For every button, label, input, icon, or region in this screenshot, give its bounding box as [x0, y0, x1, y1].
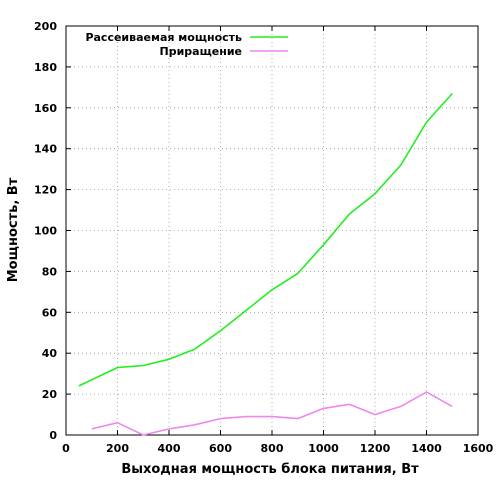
legend-label-0: Рассеиваемая мощность: [85, 31, 242, 44]
y-tick-label: 160: [34, 102, 57, 115]
y-tick-label: 0: [49, 429, 57, 442]
y-tick-label: 200: [34, 20, 57, 33]
legend-label-1: Приращение: [160, 45, 242, 58]
y-tick-label: 180: [34, 61, 57, 74]
y-axis-label: Мощность, Вт: [6, 177, 21, 282]
x-tick-label: 800: [261, 442, 284, 455]
y-tick-label: 60: [42, 306, 58, 319]
y-tick-label: 20: [42, 388, 58, 401]
series-line-1: [91, 391, 453, 436]
y-tick-label: 100: [34, 225, 57, 238]
y-tick-label: 140: [34, 143, 57, 156]
y-tick-label: 80: [42, 265, 58, 278]
x-tick-label: 0: [62, 442, 70, 455]
x-tick-label: 1000: [308, 442, 339, 455]
x-tick-label: 600: [209, 442, 232, 455]
x-tick-label: 1200: [360, 442, 391, 455]
y-tick-label: 120: [34, 184, 57, 197]
x-axis-label: Выходная мощность блока питания, Вт: [121, 462, 419, 477]
axis-ticks: 0 200 400 600 800 1000 1200 1400 1600 0 20 40 60 80 10…: [34, 20, 494, 455]
x-tick-label: 400: [158, 442, 181, 455]
grid: [66, 26, 478, 435]
series-layer: [78, 92, 453, 436]
x-tick-label: 1400: [411, 442, 442, 455]
y-tick-label: 40: [42, 347, 58, 360]
series-line-0: [78, 92, 453, 387]
x-tick-label: 200: [106, 442, 129, 455]
x-tick-label: 1600: [463, 442, 494, 455]
